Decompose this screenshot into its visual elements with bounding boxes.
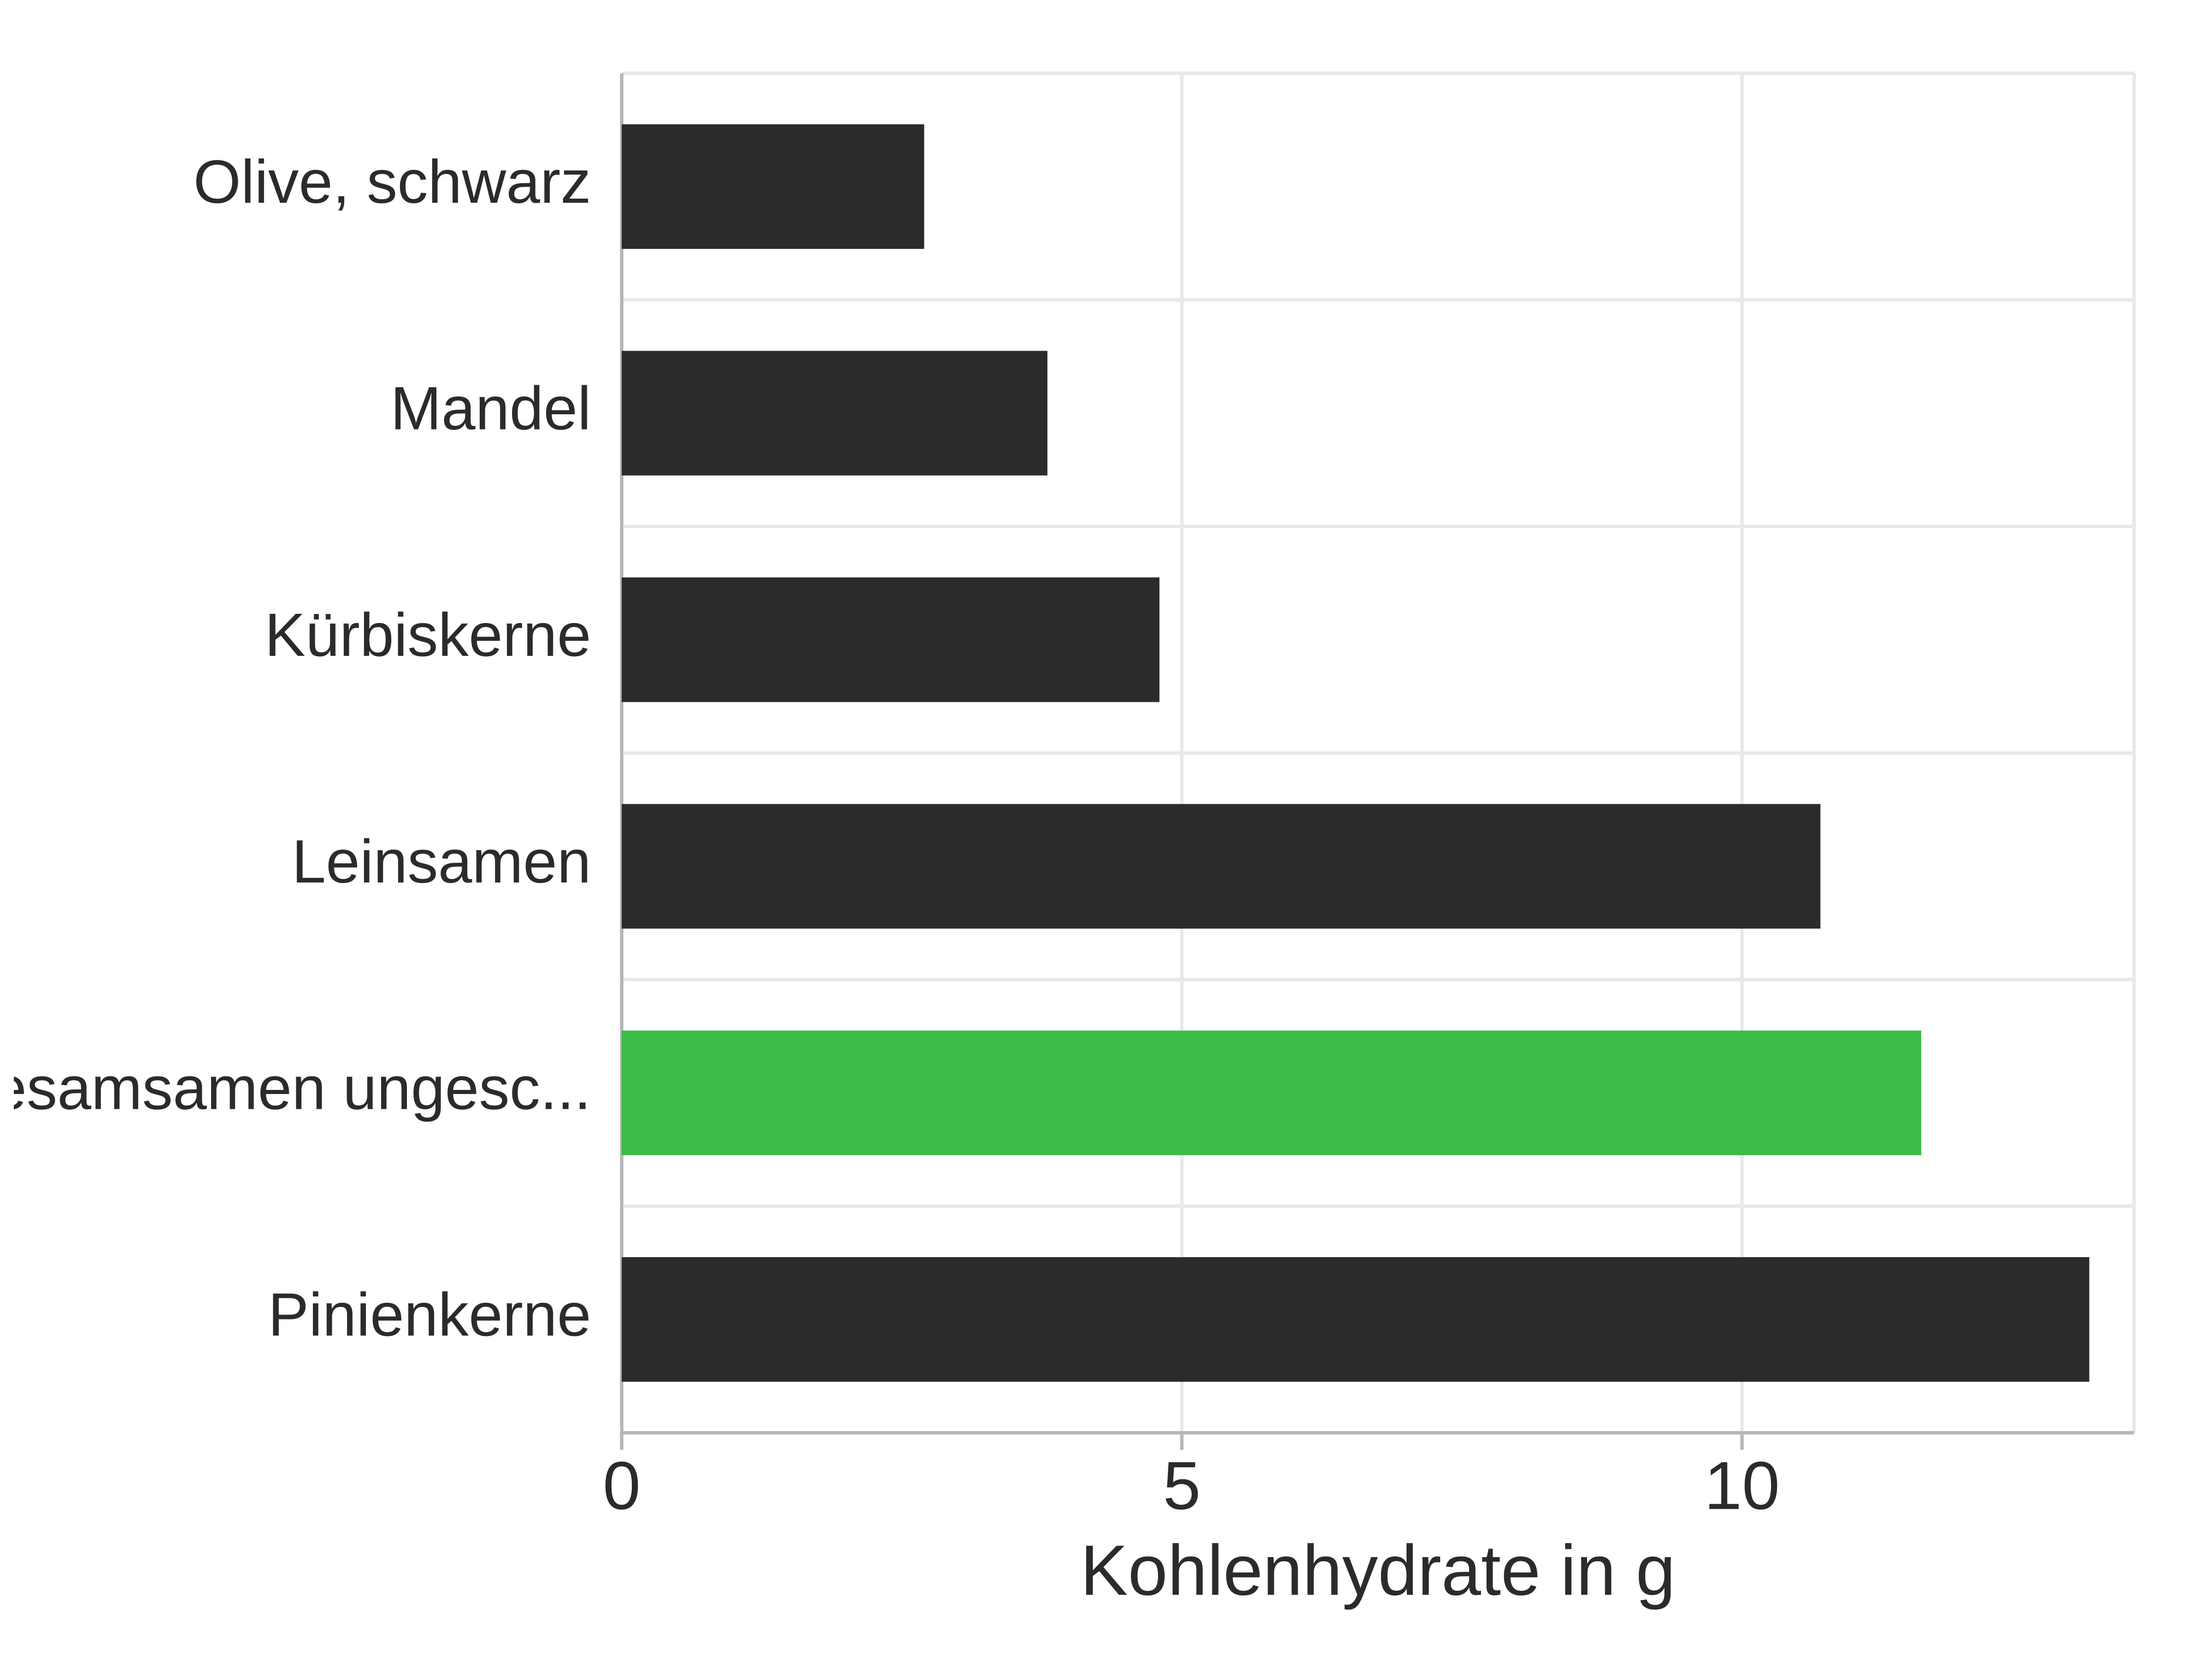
bar [622, 804, 1820, 929]
bar [622, 1257, 2089, 1382]
chart-container: Olive, schwarz Mandel Kürbiskerne Leinsamen… [0, 0, 2212, 1659]
category-label: Olive, schwarz [194, 148, 591, 216]
category-label: Kürbiskerne [265, 601, 591, 669]
bar [622, 351, 1047, 475]
category-label: Pinienkerne [268, 1281, 591, 1349]
x-tick-label: 0 [603, 1447, 641, 1524]
bar [622, 1030, 1921, 1155]
bar [622, 124, 924, 249]
bar [622, 577, 1159, 702]
x-tick-label: 5 [1163, 1447, 1201, 1524]
category-label: Mandel [390, 375, 591, 443]
bar-chart: Olive, schwarz Mandel Kürbiskerne Leinsamen… [14, 14, 2198, 1645]
x-axis-title: Kohlenhydrate in g [1080, 1530, 1675, 1610]
category-label: Sesamsamen ungesc... [14, 1054, 591, 1123]
category-label: Leinsamen [292, 828, 591, 896]
x-tick-label: 10 [1704, 1447, 1780, 1524]
